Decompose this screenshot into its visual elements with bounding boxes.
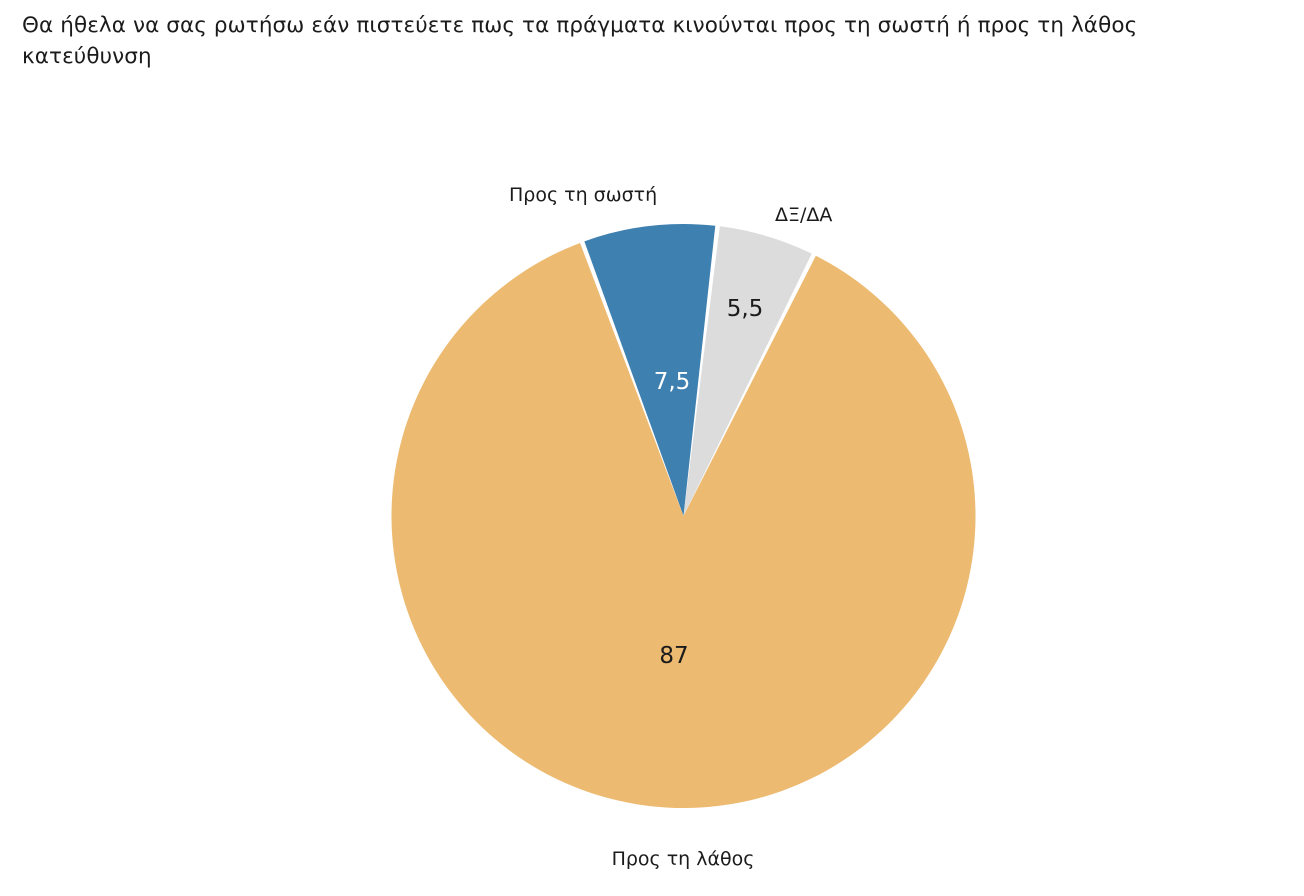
slice-label-proc-ti-sosti: Προς τη σωστή xyxy=(509,184,658,206)
slice-value-proc-ti-lathos: 87 xyxy=(659,643,689,669)
slice-label-dx-da: ΔΞ/ΔΑ xyxy=(775,204,833,226)
slice-value-dx-da: 5,5 xyxy=(726,296,764,322)
slice-value-proc-ti-sosti: 7,5 xyxy=(653,369,691,395)
pie-slices-group xyxy=(391,224,976,808)
pie-slice-proc-ti-lathos[interactable] xyxy=(391,242,976,808)
pie-slice-dx-da[interactable] xyxy=(683,226,812,516)
slice-label-proc-ti-lathos: Προς τη λάθος xyxy=(611,848,755,870)
pie-slice-proc-ti-sosti[interactable] xyxy=(584,224,716,516)
page-title: Θα ήθελα να σας ρωτήσω εάν πιστεύετε πως… xyxy=(22,13,1145,69)
